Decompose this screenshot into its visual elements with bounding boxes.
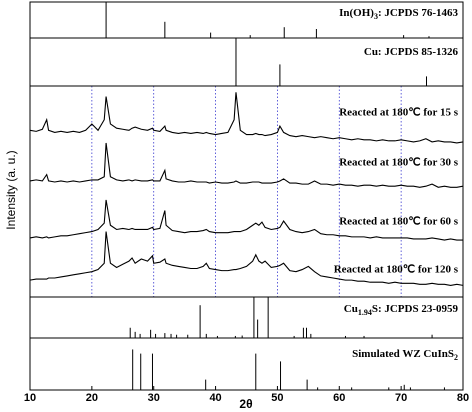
label-part: Cu <box>344 303 358 315</box>
x-tick-label: 30 <box>148 392 160 404</box>
label-part: Cu: JCPDS 85-1326 <box>364 46 459 58</box>
x-tick-label: 40 <box>209 392 221 404</box>
series-label: Reacted at 180℃ for 30 s <box>339 157 458 169</box>
x-tick-label: 60 <box>333 392 345 404</box>
xrd-curve <box>29 199 463 241</box>
panel-label: Cu1.94S: JCPDS 23-0959 <box>344 303 459 318</box>
series-label: Reacted at 180℃ for 15 s <box>339 107 458 119</box>
xrd-curve <box>29 231 464 286</box>
x-tick-label: 80 <box>457 392 469 404</box>
label-part: : JCPDS 76-1463 <box>378 7 459 19</box>
panel-label: Simulated WZ CuInS2 <box>352 348 458 363</box>
label-part: 3 <box>374 12 378 21</box>
label-part: S: JCPDS 23-0959 <box>372 303 459 315</box>
x-tick-label: 20 <box>86 392 98 404</box>
panel-label: In(OH)3: JCPDS 76-1463 <box>339 7 458 22</box>
x-tick-label: 50 <box>271 392 283 404</box>
xrd-curve <box>29 92 464 144</box>
series-label: Reacted at 180℃ for 120 s <box>334 264 459 276</box>
panel-label: Cu: JCPDS 85-1326 <box>364 46 459 58</box>
x-axis-label: 2θ <box>239 397 252 411</box>
panel-frame <box>29 337 464 391</box>
label-part: In(OH) <box>339 7 374 19</box>
x-tick-label: 70 <box>395 392 407 404</box>
xrd-curve <box>29 142 464 188</box>
series-label: Reacted at 180℃ for 60 s <box>339 216 458 228</box>
y-axis-label: Intensity (a. u.) <box>4 150 18 229</box>
x-tick-label: 10 <box>24 392 36 404</box>
label-part: 2 <box>454 353 458 362</box>
label-part: 1.94 <box>358 308 372 317</box>
label-part: Simulated WZ CuInS <box>352 348 454 360</box>
